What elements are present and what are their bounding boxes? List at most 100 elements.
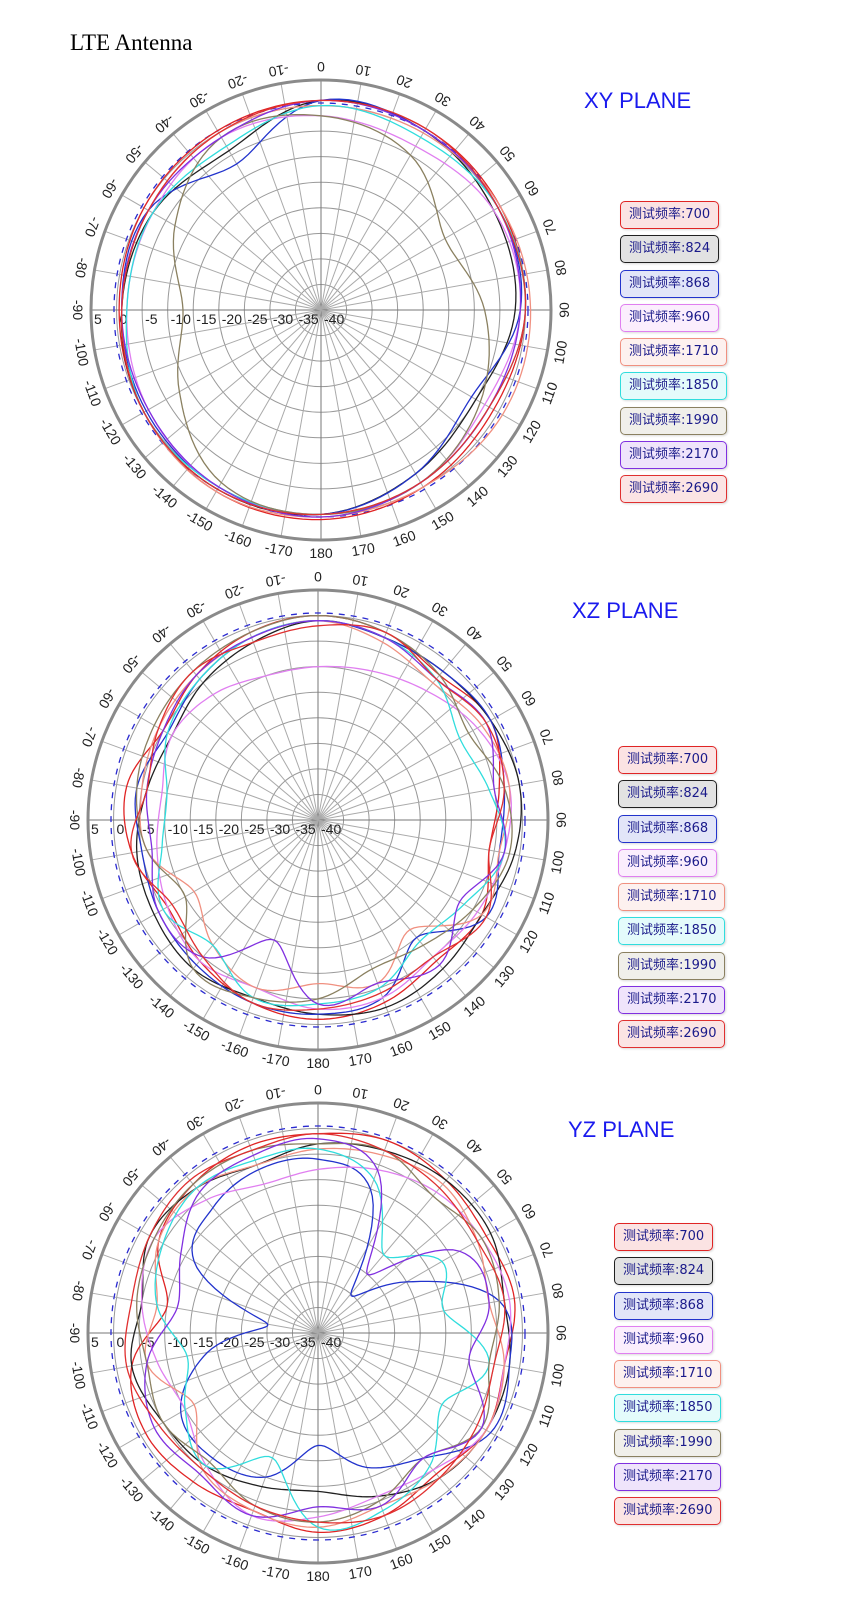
radial-tick-label: -40 [321,821,341,837]
legend-item-960: 测试频率:960 [618,848,718,877]
angle-tick-label: 50 [493,653,515,675]
radial-tick-label: -20 [219,1334,239,1350]
angle-tick-label: -10 [264,1084,287,1103]
grid-spoke [94,269,322,311]
polar-chart-xy-plane: 0 102030405060708090100110120130140150160… [70,59,572,561]
grid-spoke [320,93,401,311]
grid-spoke [202,1133,319,1334]
grid-spoke [205,309,322,510]
legend-item-700: 测试频率:700 [620,201,720,229]
series-line-1850 [154,1147,490,1531]
grid-spoke [317,819,518,936]
angle-tick-label: 70 [536,727,556,747]
angle-tick-label: 80 [551,259,569,277]
angle-tick-label: 0 [317,59,325,75]
angle-tick-label: 0 [314,1082,322,1098]
angle-tick-label: 80 [548,1282,566,1300]
angle-tick-label: 30 [429,1112,451,1134]
angle-tick-label: 50 [493,1166,515,1188]
legend-item-1990: 测试频率:1990 [620,406,728,435]
legend-row: 测试频率:824 [618,780,725,814]
legend-row: 测试频率:2170 [614,1463,722,1497]
angle-tick-label: -100 [71,337,92,368]
legend-row: 测试频率:960 [620,303,727,338]
grid-spoke [241,93,322,311]
angle-tick-label: -130 [117,1473,147,1505]
angle-tick-label: 60 [518,1201,540,1223]
angle-tick-label: 20 [391,581,411,601]
grid-spoke [317,819,467,997]
angle-tick-label: -70 [82,215,104,240]
yz-legend: 测试频率:700 测试频率:824 测试频率:868 测试频率:960 测试频率:171… [614,1223,722,1532]
grid-spoke [118,819,319,936]
grid-spoke [104,230,322,311]
angle-tick-label: -80 [69,766,88,789]
grid-spoke [317,1332,398,1550]
angle-tick-label: 20 [394,71,414,91]
outer-ring [89,78,553,542]
angle-tick-label: -90 [67,1323,83,1343]
angle-tick-label: 180 [306,1568,330,1584]
grid-spoke [317,740,535,821]
angle-tick-label: 90 [553,812,569,828]
radial-tick-label: 0 [120,311,128,327]
outer-ring [86,1101,550,1565]
grid-spoke [317,779,545,821]
legend-item-868: 测试频率:868 [614,1291,714,1320]
radial-tick-label: -20 [222,311,242,327]
angle-tick-label: -170 [264,539,295,560]
angle-tick-label: -10 [267,61,290,80]
grid-spoke [317,1332,518,1449]
series-line-868 [179,1157,513,1478]
grid-spoke [317,603,398,821]
legend-item-824: 测试频率:824 [620,235,720,264]
angle-tick-label: 80 [548,769,566,787]
legend-item-1990: 测试频率:1990 [618,951,726,980]
legend-row: 测试频率:1990 [618,951,726,986]
radial-tick-label: -20 [219,821,239,837]
radial-tick-label: -15 [193,1334,213,1350]
grid-spoke [169,1332,319,1510]
legend-item-2170: 测试频率:2170 [620,441,728,470]
angle-tick-label: -140 [149,481,181,511]
legend-item-2170: 测试频率:2170 [618,986,726,1015]
radial-tick-label: -25 [247,311,267,327]
grid-spoke [169,819,319,997]
series-line-1990 [135,614,513,1003]
grid-spoke [317,819,398,1037]
grid-spoke [101,819,319,900]
grid-spoke [91,1292,319,1334]
angle-tick-label: 60 [521,178,543,200]
grid-spoke [317,819,545,861]
legend-item-1850: 测试频率:1850 [620,372,728,401]
polar-chart-xz-plane: 0 102030405060708090100110120130140150160… [67,569,569,1071]
angle-tick-label: -90 [70,300,86,320]
angle-tick-label: -140 [146,991,178,1021]
grid-spoke [317,593,359,821]
radial-tick-label: -30 [270,821,290,837]
angle-tick-label: 160 [387,1550,415,1573]
radial-tick-label: -35 [295,821,315,837]
grid-spoke [317,819,495,969]
angle-tick-label: 100 [550,339,570,365]
angle-tick-label: 100 [547,1362,567,1388]
angle-tick-label: 160 [390,527,418,550]
legend-row: 测试频率:2690 [614,1497,722,1531]
grid-spoke [91,1332,319,1374]
radial-tick-label: -35 [298,311,318,327]
grid-spoke [317,643,467,821]
legend-item-960: 测试频率:960 [620,303,720,332]
angle-tick-label: 70 [536,1240,556,1260]
grid-spoke [320,194,521,311]
series-line-2690 [120,99,527,516]
legend-row: 测试频率:2170 [618,986,726,1020]
angle-tick-label: 170 [350,539,376,559]
angle-tick-label: -100 [68,847,89,878]
angle-tick-label: 60 [518,688,540,710]
grid-spoke [317,671,495,821]
grid-spoke [118,1332,319,1449]
legend-row: 测试频率:1710 [614,1360,722,1394]
grid-spoke [317,1332,545,1374]
angle-tick-label: 170 [347,1049,373,1069]
